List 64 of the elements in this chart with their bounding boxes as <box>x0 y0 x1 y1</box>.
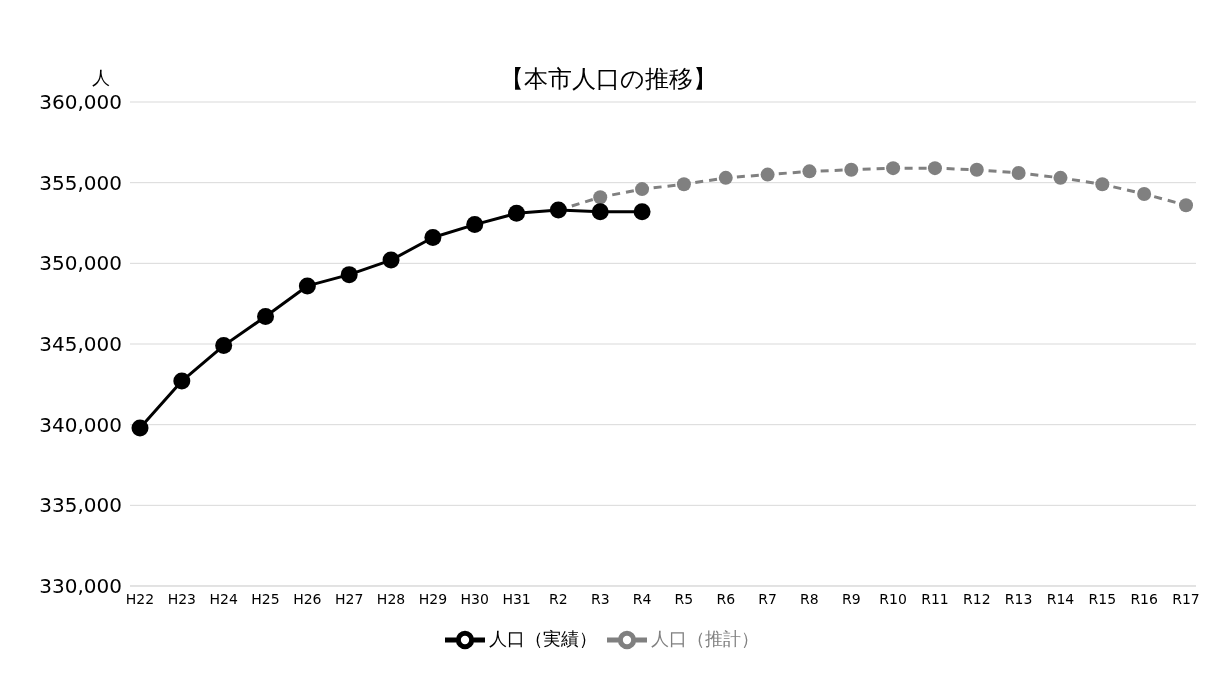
legend-label: 人口（実績） <box>489 628 597 649</box>
y-tick-label: 355,000 <box>39 170 122 195</box>
point <box>633 203 651 221</box>
x-tick-label: R17 <box>1172 590 1200 607</box>
point <box>257 308 275 326</box>
y-tick-label: 345,000 <box>39 332 122 357</box>
x-tick-label: H28 <box>376 590 406 607</box>
x-tick-label: R6 <box>716 590 736 607</box>
x-tick-label: R11 <box>921 590 949 607</box>
point <box>1095 177 1110 192</box>
x-tick-label: R13 <box>1004 590 1033 607</box>
point <box>969 162 984 177</box>
x-tick-label: R10 <box>879 590 907 607</box>
point <box>886 161 901 176</box>
y-tick-label: 335,000 <box>39 493 122 518</box>
x-tick-label: H31 <box>502 590 531 607</box>
point <box>215 337 233 355</box>
x-tick-label: H23 <box>167 590 197 607</box>
point <box>593 190 608 205</box>
point <box>466 216 484 234</box>
point <box>760 167 775 182</box>
point <box>1179 198 1193 213</box>
x-tick-label: H30 <box>460 590 489 607</box>
point <box>1011 165 1026 180</box>
point <box>844 162 859 177</box>
x-tick-label: R9 <box>841 590 861 607</box>
point <box>802 164 817 179</box>
x-tick-label: R5 <box>674 590 694 607</box>
x-tick-label: R14 <box>1046 590 1075 607</box>
point <box>173 372 191 390</box>
point <box>424 229 442 247</box>
x-tick-label: R3 <box>590 590 610 607</box>
x-tick-label: H27 <box>335 590 364 607</box>
y-tick-label: 330,000 <box>39 574 122 599</box>
x-tick-label: R12 <box>963 590 991 607</box>
point <box>508 204 526 222</box>
x-tick-label: R15 <box>1088 590 1117 607</box>
point <box>635 182 650 197</box>
y-axis-title: 人 <box>92 66 110 90</box>
x-tick-label: R7 <box>758 590 777 607</box>
x-tick-label: H25 <box>251 590 280 607</box>
point <box>718 170 733 185</box>
x-tick-label: H24 <box>209 590 238 607</box>
x-tick-label: R16 <box>1130 590 1159 607</box>
x-tick-label: R2 <box>549 590 568 607</box>
chart-title: 【本市人口の推移】 <box>499 65 717 93</box>
point <box>382 251 400 269</box>
point <box>927 161 942 176</box>
point <box>591 203 609 221</box>
y-tick-label: 340,000 <box>39 412 122 437</box>
x-tick-label: H22 <box>125 590 155 607</box>
point <box>1053 170 1068 185</box>
x-tick-label: R4 <box>632 590 652 607</box>
point <box>298 277 316 295</box>
y-tick-label: 360,000 <box>39 90 122 115</box>
x-tick-label: H26 <box>293 590 322 607</box>
point <box>131 419 149 437</box>
point <box>676 177 691 192</box>
point <box>340 266 358 284</box>
y-tick-label: 350,000 <box>39 251 122 276</box>
point <box>1137 186 1152 201</box>
x-tick-label: H29 <box>418 590 448 607</box>
x-tick-label: R8 <box>800 590 819 607</box>
legend-label: 人口（推計） <box>651 628 759 649</box>
